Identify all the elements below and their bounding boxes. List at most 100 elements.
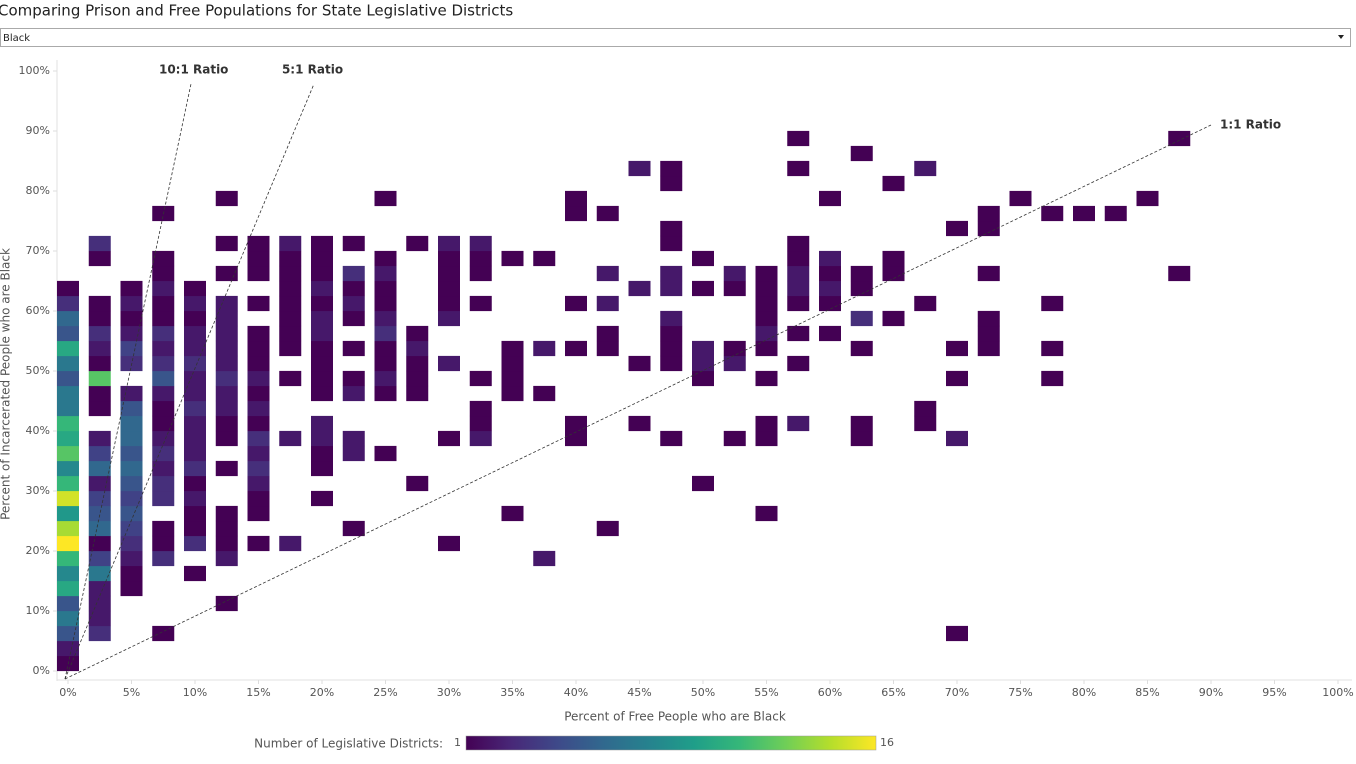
heat-cell — [247, 430, 270, 447]
heat-cell — [882, 310, 905, 327]
heat-cell — [977, 205, 1000, 222]
heat-cell — [850, 430, 873, 447]
heat-cell — [882, 265, 905, 282]
filter-dropdown[interactable]: Black — [0, 28, 1351, 47]
heat-cell — [438, 280, 460, 297]
heat-cell — [57, 520, 79, 537]
heat-cell — [787, 160, 810, 177]
heat-cell — [342, 235, 365, 252]
heat-cell — [565, 205, 587, 222]
heat-cell — [1104, 205, 1127, 222]
heat-cell — [565, 430, 587, 447]
heat-cell — [692, 280, 714, 297]
heat-cell — [88, 490, 111, 507]
heat-cell — [120, 385, 143, 402]
heat-cell — [660, 325, 683, 342]
heat-cell — [342, 340, 365, 357]
heat-cell — [311, 385, 333, 402]
heat-cell — [57, 640, 79, 657]
heat-cell — [787, 325, 810, 342]
heat-cell — [438, 310, 460, 327]
heat-cell — [88, 505, 111, 522]
heat-cell — [57, 415, 79, 432]
heat-cell — [660, 340, 683, 357]
heat-cell — [120, 490, 143, 507]
heat-cell — [184, 355, 206, 372]
heat-cell — [279, 340, 302, 357]
heat-cell — [406, 235, 429, 252]
heat-cell — [755, 280, 778, 297]
heat-cell — [152, 400, 175, 417]
heat-cell — [215, 355, 238, 372]
y-tick-label: 100% — [19, 64, 50, 77]
heat-cell — [88, 235, 111, 252]
heat-cell — [247, 325, 270, 342]
heat-cell — [184, 535, 206, 552]
heat-cell — [311, 490, 333, 507]
x-tick-label: 35% — [500, 686, 524, 699]
x-tick-label: 10% — [183, 686, 207, 699]
heat-cell — [406, 340, 429, 357]
colorbar-max: 16 — [880, 736, 894, 749]
heat-cell — [882, 250, 905, 267]
heat-cell — [533, 340, 556, 357]
heat-cell — [311, 370, 333, 387]
heat-cell — [152, 370, 175, 387]
heat-cell — [406, 325, 429, 342]
heat-cell — [977, 340, 1000, 357]
x-tick-label: 50% — [691, 686, 715, 699]
heat-cell — [215, 295, 238, 312]
heat-cell — [120, 445, 143, 462]
dropdown-arrow[interactable] — [1338, 35, 1344, 39]
heat-cell — [88, 400, 111, 417]
x-tick-label: 70% — [945, 686, 969, 699]
heat-cell — [120, 580, 143, 597]
heat-cell — [311, 280, 333, 297]
heat-cell — [88, 325, 111, 342]
heat-cell — [152, 415, 175, 432]
heat-cell — [184, 505, 206, 522]
heat-cell — [184, 490, 206, 507]
cells — [57, 130, 1191, 672]
ratio-line — [64, 83, 192, 680]
heat-cell — [469, 250, 492, 267]
heat-cell — [215, 235, 238, 252]
colorbar-min: 1 — [454, 736, 461, 749]
heat-cell — [374, 310, 397, 327]
heat-cell — [215, 550, 238, 567]
heat-cell — [533, 385, 556, 402]
heat-cell — [184, 340, 206, 357]
heat-cell — [692, 355, 714, 372]
heat-cell — [977, 265, 1000, 282]
y-axis-title: Percent of Incarcerated People who are B… — [0, 248, 13, 520]
heat-cell — [596, 520, 619, 537]
heat-cell — [88, 520, 111, 537]
ratio-line — [64, 124, 1212, 680]
heat-cell — [374, 340, 397, 357]
dropdown-box[interactable] — [0, 28, 1351, 47]
heat-cell — [184, 400, 206, 417]
heat-cell — [438, 355, 460, 372]
heat-cell — [184, 520, 206, 537]
heat-cell — [88, 550, 111, 567]
heat-cell — [120, 325, 143, 342]
heat-cell — [57, 370, 79, 387]
heat-cell — [88, 595, 111, 612]
heat-cell — [311, 445, 333, 462]
heat-cell — [565, 415, 587, 432]
heat-cell — [215, 400, 238, 417]
dropdown-value[interactable]: Black — [3, 33, 30, 44]
heat-cell — [120, 475, 143, 492]
heat-cell — [374, 280, 397, 297]
heat-cell — [247, 535, 270, 552]
heat-cell — [57, 340, 79, 357]
heat-cell — [57, 445, 79, 462]
heat-cell — [184, 295, 206, 312]
heat-cell — [723, 280, 746, 297]
x-tick-label: 85% — [1135, 686, 1159, 699]
heat-cell — [342, 445, 365, 462]
heat-cell — [215, 460, 238, 477]
heat-cell — [755, 340, 778, 357]
heat-cell — [850, 265, 873, 282]
